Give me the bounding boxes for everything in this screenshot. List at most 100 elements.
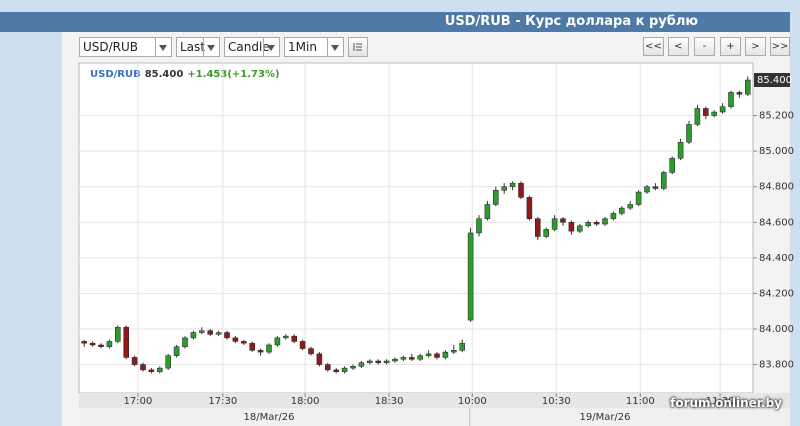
x-tick-label: 18:30 [375,396,404,407]
candle-body [467,232,474,321]
plot-area [78,62,754,394]
candle-body [358,362,365,367]
x-tick-label: 11:30 [706,396,735,407]
candle-body [560,218,566,223]
select-text: Last [180,40,205,54]
candle-body [459,342,465,351]
candle-body [325,364,331,371]
candle-body [686,124,692,143]
candle-body [493,190,499,205]
y-tick-label: 85.000 [759,146,794,157]
plot [81,76,751,374]
title: USD/RUB - Курс доллара к рублю [444,14,698,29]
x-tick-label: 11:00 [626,396,655,407]
date-label: 18/Mar/26 [243,412,294,423]
candle-body [173,346,180,356]
candle-body [140,364,146,371]
date-axis [79,408,790,426]
x-tick-label: 18:00 [291,396,320,407]
select-text: 1Min [288,40,317,54]
symbol-select[interactable]: USD/RUB [79,37,172,57]
legend-change: +1.453(+1.73%) [187,69,279,80]
y-tick-label: 84.800 [759,182,794,193]
indicator-button[interactable] [348,37,368,57]
candle-body [635,191,642,205]
candle-body [593,222,600,225]
candle-body [677,141,684,159]
candle-body [711,111,717,116]
legend: USD/RUB 85.400 +1.453(+1.73%) [90,69,280,80]
nav-button[interactable]: >> [770,37,790,56]
candle-body [585,222,591,227]
candle-body [568,222,575,232]
candle-body [241,341,247,344]
candle-body [308,348,314,355]
candle-body [745,79,751,95]
candle-body [400,357,407,360]
legend-symbol: USD/RUB [90,69,141,80]
candle-body [484,204,491,219]
candle-body [291,335,297,342]
candle-body [694,108,701,125]
candle-body [249,342,255,351]
candle-body [232,337,239,342]
candle-body [669,158,675,173]
candle-body [728,92,734,107]
candle-body [543,229,549,237]
price-select[interactable]: Last [176,37,220,57]
candle-body [551,218,558,230]
nav-button[interactable]: + [720,37,741,56]
nav-button[interactable]: > [745,37,766,56]
candle-body [736,92,743,95]
candle-body [148,369,155,372]
candle-body [207,330,213,335]
candle-body [442,351,449,358]
candle-body [425,353,432,356]
candle-body [333,369,339,372]
period-select[interactable]: 1Min [284,37,344,57]
candle-body [106,341,113,348]
candle-body [451,350,457,353]
candle-body [98,344,104,348]
select-text: Candle [228,40,270,54]
grid [79,63,753,393]
title-bar: USD/RUB - Курс доллара к рублю [0,12,790,32]
candle-body [652,186,659,189]
candle-body [602,218,608,225]
type-select[interactable]: Candle [224,37,280,57]
candle-body [266,344,272,353]
candle-body [535,218,541,237]
candle-body [526,197,533,219]
y-tick-label: 85.200 [759,111,794,122]
candle-body [509,182,516,187]
date-label: 19/Mar/26 [579,412,630,423]
candle-body [417,355,423,360]
x-tick-label: 10:00 [458,396,487,407]
candle-body [257,350,264,353]
candle-body [619,207,625,214]
candle-body [501,186,507,191]
y-tick-label: 84.600 [759,217,794,228]
x-tick-label: 17:00 [124,396,153,407]
candle-body [375,360,381,364]
candle-body [215,332,222,335]
nav-button[interactable]: < [668,37,689,56]
legend-price: 85.400 [145,69,184,80]
candle-body [392,358,398,362]
candle-body [719,106,726,113]
candle-body [610,213,617,219]
candle-body [157,367,163,372]
candle-body [341,367,348,372]
nav-button[interactable]: << [643,37,664,56]
candle-body [434,353,440,358]
candle-body [190,332,197,339]
candle-body [409,357,415,360]
candle-body [367,360,373,364]
nav-button[interactable]: - [694,37,715,56]
y-tick-label: 84.000 [759,324,794,335]
candle-body [123,326,129,358]
candle-body [224,332,230,339]
candle-body [518,182,524,198]
